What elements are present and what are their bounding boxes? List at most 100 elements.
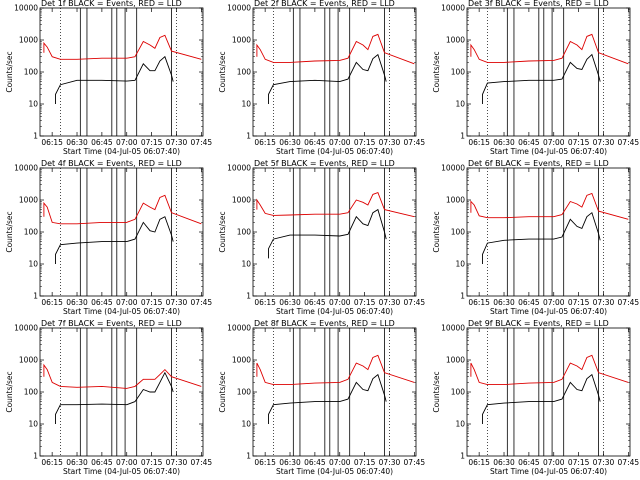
plot-frame xyxy=(39,167,204,297)
y-axis-label: Counts/sec xyxy=(218,51,227,92)
chart-panel-8: Det 8f BLACK = Events, RED = LLD 1 10 100 10… xyxy=(218,320,426,476)
x-tick-label: 06:30 xyxy=(280,458,302,467)
x-tick-label: 06:30 xyxy=(493,458,515,467)
x-tick-label: 06:30 xyxy=(66,138,88,147)
y-axis-label: Counts/sec xyxy=(218,371,227,412)
series-events-line xyxy=(481,373,601,424)
series-events-line xyxy=(268,208,387,259)
y-tick-label: 10 xyxy=(455,259,465,268)
x-tick-label: 06:45 xyxy=(91,458,113,467)
plot-frame xyxy=(466,327,631,457)
x-tick-label: 06:15 xyxy=(468,458,490,467)
x-tick-label: 06:15 xyxy=(41,298,63,307)
y-tick-label: 100 xyxy=(450,388,465,397)
series-lld-line xyxy=(470,33,629,65)
y-tick-label: 100 xyxy=(24,68,39,77)
series-lld-line xyxy=(470,354,629,386)
x-tick-label: 07:45 xyxy=(404,458,426,467)
y-tick-label: 1000 xyxy=(232,356,251,365)
x-tick-label: 06:45 xyxy=(91,138,113,147)
x-axis-label: Start Time (04-Jul-05 06:07:40) xyxy=(276,147,393,156)
y-tick-label: 1000 xyxy=(232,196,251,205)
y-tick-label: 10 xyxy=(28,419,38,428)
y-tick-label: 10 xyxy=(455,419,465,428)
x-tick-label: 06:45 xyxy=(91,298,113,307)
y-axis-label: Counts/sec xyxy=(5,211,14,252)
plot-frame xyxy=(466,7,631,137)
x-axis-label: Start Time (04-Jul-05 06:07:40) xyxy=(490,307,607,316)
y-tick-label: 1000 xyxy=(19,36,38,45)
x-tick-label: 06:15 xyxy=(41,138,63,147)
y-tick-label: 10 xyxy=(28,99,38,108)
y-tick-label: 1000 xyxy=(446,36,465,45)
y-tick-label: 10000 xyxy=(441,324,465,333)
y-tick-label: 100 xyxy=(24,228,39,237)
series-lld-line xyxy=(256,354,415,386)
x-tick-label: 07:15 xyxy=(141,298,163,307)
y-tick-label: 10 xyxy=(28,259,38,268)
chart-title: Det 8f BLACK = Events, RED = LLD xyxy=(254,320,395,328)
chart-panel-1: Det 1f BLACK = Events, RED = LLD 1 10 100 10… xyxy=(5,0,213,156)
y-tick-label: 10000 xyxy=(441,4,465,13)
y-axis-label: Counts/sec xyxy=(5,371,14,412)
x-tick-label: 07:15 xyxy=(567,458,589,467)
x-tick-label: 07:30 xyxy=(166,458,188,467)
y-axis-label: Counts/sec xyxy=(432,211,441,252)
x-tick-label: 07:15 xyxy=(567,298,589,307)
x-tick-label: 06:15 xyxy=(255,458,277,467)
x-tick-label: 07:30 xyxy=(592,298,614,307)
x-tick-label: 07:45 xyxy=(191,298,213,307)
x-tick-label: 06:30 xyxy=(280,298,302,307)
y-tick-label: 1 xyxy=(33,451,38,460)
series-events-line xyxy=(481,211,601,264)
x-tick-label: 06:30 xyxy=(66,298,88,307)
series-lld-line xyxy=(256,192,415,218)
y-tick-label: 100 xyxy=(237,388,252,397)
series-events-line xyxy=(55,216,174,264)
chart-panel-4: Det 4f BLACK = Events, RED = LLD 1 10 100 10… xyxy=(5,160,213,316)
x-tick-label: 06:15 xyxy=(468,298,490,307)
x-tick-label: 06:45 xyxy=(518,138,540,147)
chart-title: Det 3f BLACK = Events, RED = LLD xyxy=(468,0,609,8)
x-tick-label: 07:00 xyxy=(543,138,565,147)
x-tick-label: 07:15 xyxy=(354,298,376,307)
y-tick-label: 100 xyxy=(450,68,465,77)
x-tick-label: 06:30 xyxy=(493,298,515,307)
chart-title: Det 5f BLACK = Events, RED = LLD xyxy=(254,160,395,168)
x-tick-label: 06:45 xyxy=(518,298,540,307)
x-tick-label: 07:45 xyxy=(191,138,213,147)
series-events-line xyxy=(268,373,387,424)
chart-panel-3: Det 3f BLACK = Events, RED = LLD 1 10 100 10… xyxy=(432,0,639,156)
y-tick-label: 10000 xyxy=(228,324,252,333)
plot-frame xyxy=(252,327,417,457)
series-events-line xyxy=(55,55,174,104)
chart-panel-2: Det 2f BLACK = Events, RED = LLD 1 10 100 10… xyxy=(218,0,426,156)
y-tick-label: 1 xyxy=(33,291,38,300)
y-tick-label: 10 xyxy=(455,99,465,108)
x-tick-label: 06:15 xyxy=(255,138,277,147)
x-tick-label: 06:30 xyxy=(66,458,88,467)
chart-title: Det 6f BLACK = Events, RED = LLD xyxy=(468,160,609,168)
chart-title: Det 9f BLACK = Events, RED = LLD xyxy=(468,320,609,328)
series-lld-line xyxy=(256,33,415,65)
x-tick-label: 07:30 xyxy=(592,458,614,467)
x-tick-label: 07:45 xyxy=(617,138,639,147)
y-tick-label: 1 xyxy=(460,131,465,140)
series-lld-line xyxy=(470,192,629,220)
chart-panel-5: Det 5f BLACK = Events, RED = LLD 1 10 100 10… xyxy=(218,160,425,316)
series-events-line xyxy=(268,53,387,104)
y-axis-label: Counts/sec xyxy=(432,371,441,412)
y-tick-label: 1 xyxy=(247,451,252,460)
x-tick-label: 07:45 xyxy=(191,458,213,467)
y-tick-label: 10000 xyxy=(228,4,252,13)
x-tick-label: 07:00 xyxy=(116,458,138,467)
y-tick-label: 1 xyxy=(460,451,465,460)
x-tick-label: 06:15 xyxy=(255,298,277,307)
series-lld-line xyxy=(43,363,202,389)
y-tick-label: 1 xyxy=(460,291,465,300)
series-events-line xyxy=(55,371,174,424)
y-tick-label: 100 xyxy=(24,388,39,397)
x-tick-label: 07:45 xyxy=(404,138,426,147)
x-tick-label: 07:15 xyxy=(141,458,163,467)
